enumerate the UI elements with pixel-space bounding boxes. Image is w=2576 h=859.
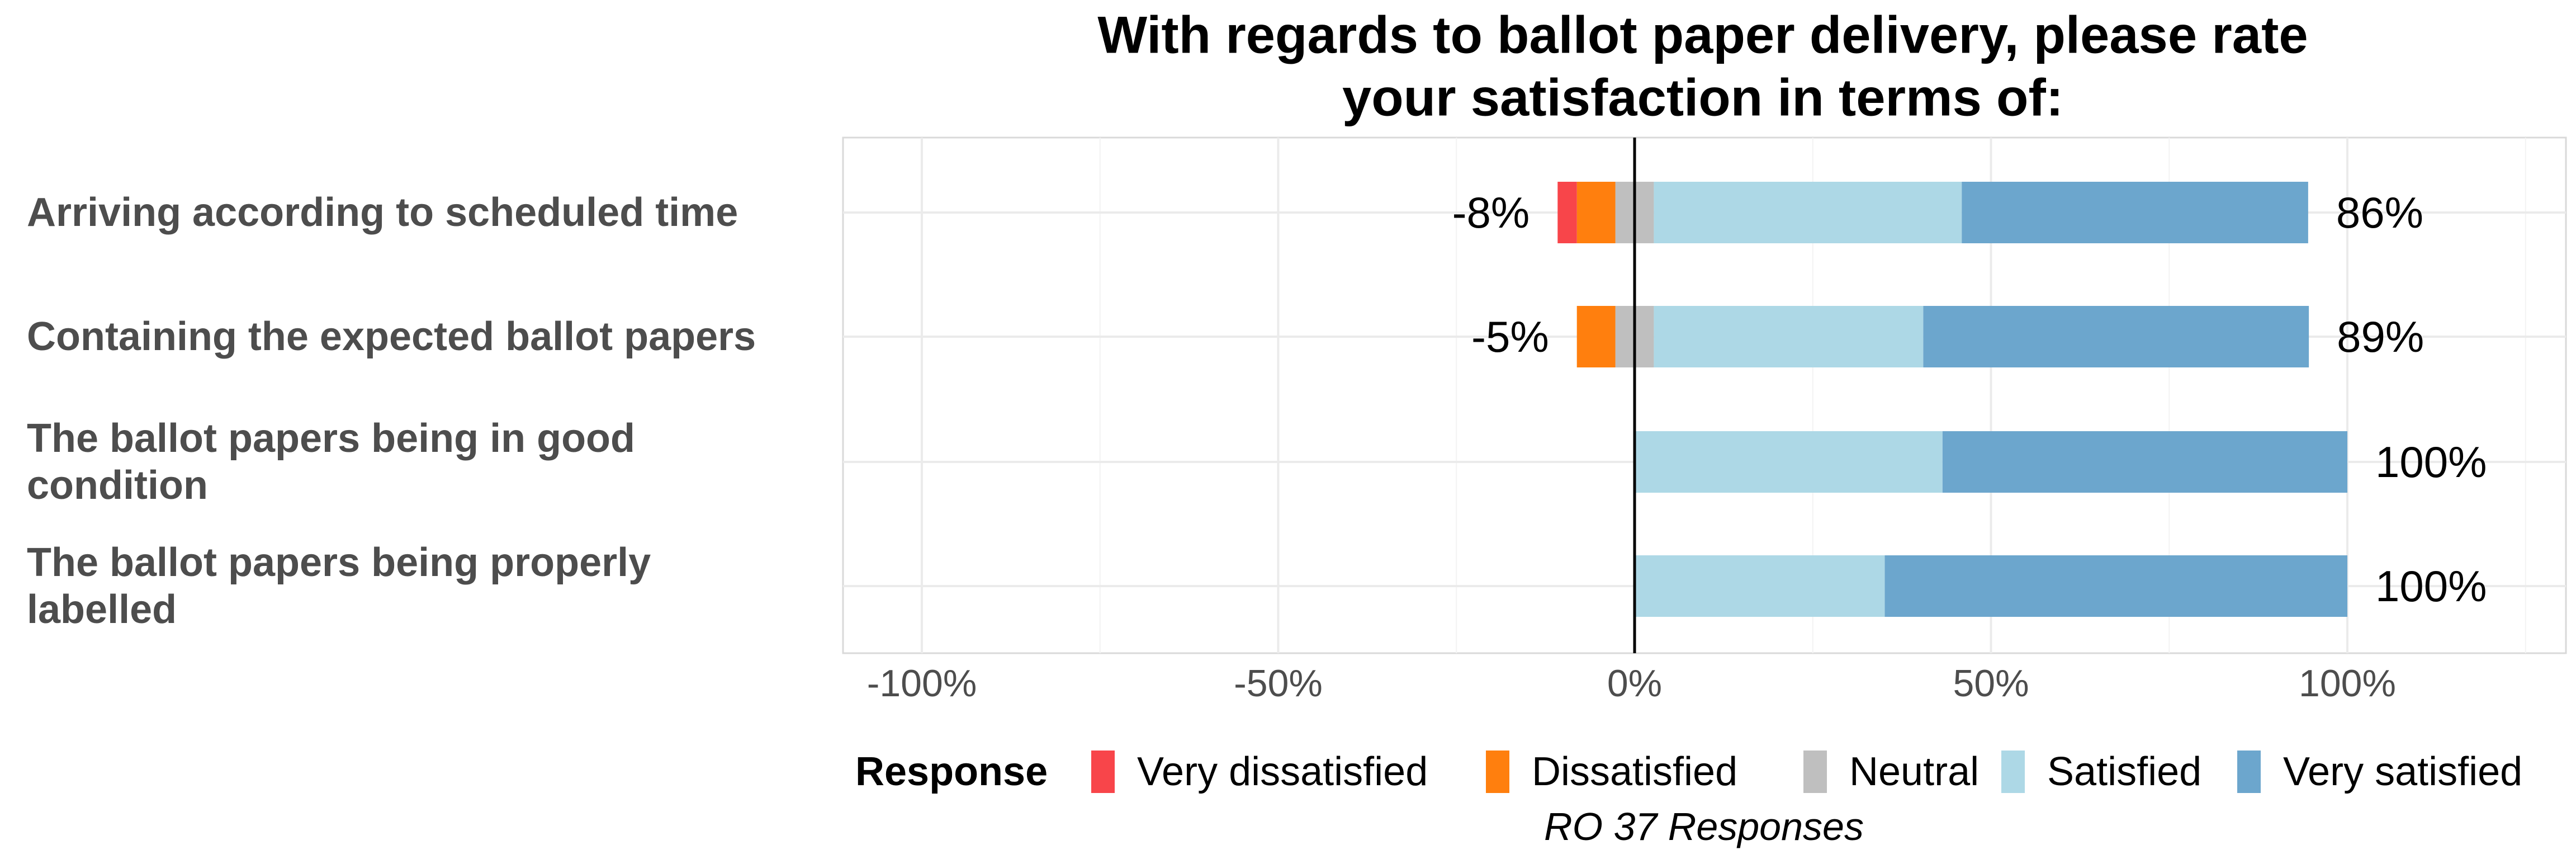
bar-segment-very-satisfied	[1962, 182, 2308, 243]
negative-total-label: -5%	[1471, 312, 1549, 361]
bar-segment-satisfied	[1635, 555, 1885, 617]
negative-total-label: -8%	[1452, 188, 1530, 237]
chart-caption: RO 37 Responses	[1544, 805, 1864, 848]
legend-label-dissatisfied: Dissatisfied	[1532, 749, 1737, 794]
category-label: Arriving according to scheduled time	[27, 190, 738, 235]
x-tick-label: 50%	[1953, 662, 2029, 705]
category-label: The ballot papers being properly	[27, 540, 651, 585]
x-tick-label: 0%	[1607, 662, 1662, 705]
positive-total-label: 100%	[2375, 561, 2487, 611]
x-tick-label: -50%	[1234, 662, 1323, 705]
x-axis-tick-labels: -100% -50% 0% 50% 100%	[867, 662, 2396, 705]
positive-total-label: 86%	[2336, 188, 2423, 237]
category-labels: Arriving according to scheduled time Cont…	[27, 190, 756, 632]
legend-title: Response	[855, 749, 1048, 794]
legend-label-very-satisfied: Very satisfied	[2283, 749, 2522, 794]
legend-key-very-satisfied	[2237, 751, 2261, 793]
chart-title-line: your satisfaction in terms of:	[1342, 68, 2063, 127]
chart-title: With regards to ballot paper delivery, p…	[1097, 6, 2308, 127]
bar-segment-satisfied	[1635, 431, 1943, 493]
bar-segment-very-satisfied	[1884, 555, 2347, 617]
x-tick-label: -100%	[867, 662, 977, 705]
legend-key-dissatisfied	[1486, 751, 1509, 793]
positive-total-label: 89%	[2337, 312, 2424, 361]
legend-key-very-dissatisfied	[1091, 751, 1115, 793]
bar-segment-dissatisfied	[1576, 306, 1616, 367]
legend-label-neutral: Neutral	[1849, 749, 1979, 794]
bar-segment-satisfied	[1654, 306, 1924, 367]
legend-key-satisfied	[2001, 751, 2025, 793]
chart-title-line: With regards to ballot paper delivery, p…	[1097, 6, 2308, 64]
legend-label-very-dissatisfied: Very dissatisfied	[1137, 749, 1428, 794]
bar-segment-very-satisfied	[1923, 306, 2309, 367]
data-labels: -8% 86% -5% 89% 100% 100%	[1452, 188, 2487, 611]
legend-key-neutral	[1803, 751, 1827, 793]
legend: Response Very dissatisfied Dissatisfied Neu…	[855, 749, 2522, 794]
x-tick-label: 100%	[2299, 662, 2396, 705]
category-label: Containing the expected ballot papers	[27, 314, 756, 359]
positive-total-label: 100%	[2375, 437, 2487, 487]
legend-label-satisfied: Satisfied	[2047, 749, 2201, 794]
bars	[1557, 182, 2347, 617]
bar-segment-very-dissatisfied	[1557, 182, 1577, 243]
category-label: labelled	[27, 587, 177, 632]
category-label: condition	[27, 463, 208, 508]
bar-segment-satisfied	[1654, 182, 1962, 243]
bar-segment-dissatisfied	[1576, 182, 1616, 243]
bar-segment-very-satisfied	[1942, 431, 2347, 493]
category-label: The ballot papers being in good	[27, 416, 635, 461]
